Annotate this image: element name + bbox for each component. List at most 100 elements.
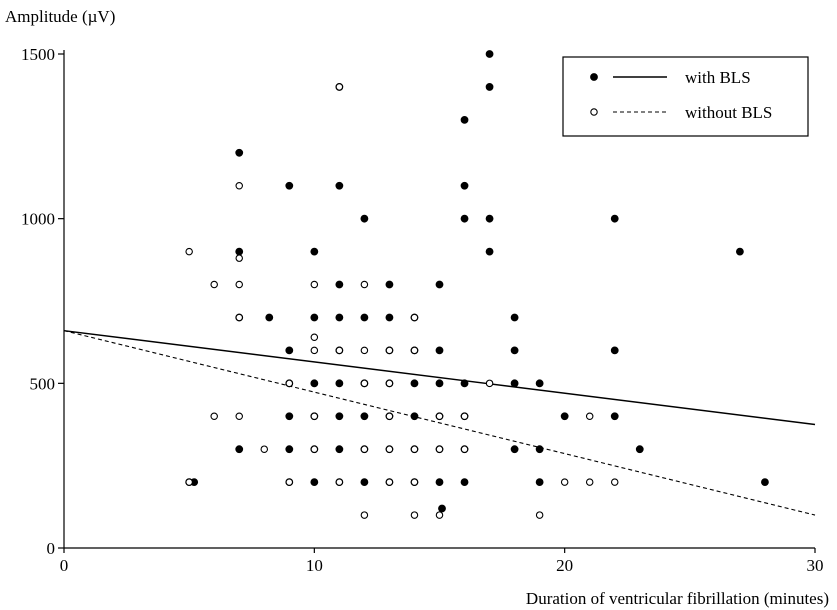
data-point-without-bls bbox=[235, 254, 243, 262]
data-point-without-bls bbox=[585, 478, 594, 486]
data-point-without-bls bbox=[610, 478, 619, 486]
data-point-without-bls bbox=[260, 445, 269, 453]
data-point-with-bls bbox=[360, 478, 369, 487]
x-tick-label: 20 bbox=[556, 556, 573, 575]
data-point-with-bls bbox=[310, 247, 319, 256]
data-point-with-bls bbox=[510, 445, 519, 454]
data-point-without-bls bbox=[285, 379, 294, 388]
regression-lines bbox=[63, 329, 816, 516]
data-point-with-bls bbox=[310, 478, 319, 487]
data-point-without-bls bbox=[435, 445, 444, 453]
data-point-without-bls bbox=[360, 280, 369, 289]
x-axis-label: Duration of ventricular fibrillation (mi… bbox=[526, 589, 829, 608]
data-point-with-bls bbox=[510, 379, 519, 388]
data-point-with-bls bbox=[736, 247, 744, 256]
data-point-without-bls bbox=[235, 412, 243, 421]
data-point-with-bls bbox=[535, 478, 544, 487]
data-point-with-bls bbox=[235, 247, 244, 256]
data-point-without-bls bbox=[310, 346, 319, 355]
data-point-without-bls bbox=[235, 280, 243, 289]
data-point-with-bls bbox=[535, 445, 544, 454]
data-point-with-bls bbox=[460, 115, 469, 124]
y-tick-label: 500 bbox=[30, 374, 56, 393]
data-point-with-bls bbox=[335, 379, 344, 388]
data-point-without-bls bbox=[185, 478, 193, 486]
data-point-without-bls bbox=[360, 379, 369, 388]
data-point-with-bls bbox=[335, 280, 344, 289]
data-point-with-bls bbox=[310, 313, 319, 322]
data-point-without-bls bbox=[310, 412, 319, 421]
data-point-without-bls bbox=[410, 313, 419, 322]
data-point-with-bls bbox=[510, 313, 519, 322]
data-point-with-bls bbox=[335, 445, 344, 454]
y-tick-label: 0 bbox=[47, 539, 56, 558]
data-point-without-bls bbox=[285, 478, 294, 486]
y-axis-label: Amplitude (µV) bbox=[5, 7, 115, 26]
data-point-with-bls bbox=[335, 412, 344, 421]
data-point-with-bls bbox=[410, 412, 419, 421]
data-point-with-bls bbox=[560, 412, 569, 421]
plot-frame bbox=[63, 50, 815, 549]
x-tick-label: 30 bbox=[807, 556, 824, 575]
data-point-without-bls bbox=[485, 379, 494, 388]
data-point-with-bls bbox=[460, 214, 469, 223]
legend-label-with-bls: with BLS bbox=[685, 68, 751, 87]
data-point-without-bls bbox=[335, 83, 344, 91]
x-tick-label: 0 bbox=[60, 556, 69, 575]
data-point-with-bls bbox=[635, 445, 644, 454]
legend-label-without-bls: without BLS bbox=[685, 103, 772, 122]
y-tick-label: 1000 bbox=[21, 210, 55, 229]
data-point-without-bls bbox=[210, 280, 218, 289]
data-point-with-bls bbox=[485, 214, 494, 223]
data-point-with-bls bbox=[435, 379, 444, 388]
data-point-without-bls bbox=[410, 478, 419, 486]
data-point-without-bls bbox=[385, 346, 394, 355]
data-point-with-bls bbox=[265, 313, 274, 322]
data-point-with-bls bbox=[235, 445, 244, 454]
legend-marker-with-bls bbox=[590, 73, 598, 81]
legend-marker-without-bls bbox=[590, 108, 598, 116]
data-point-without-bls bbox=[385, 478, 394, 486]
data-point-with-bls bbox=[438, 504, 446, 513]
data-point-with-bls bbox=[360, 214, 369, 223]
y-axis-ticks: 0 500 1000 1500 bbox=[21, 45, 64, 558]
data-point-with-bls bbox=[335, 313, 344, 322]
data-point-with-bls bbox=[285, 412, 294, 421]
data-point-without-bls bbox=[435, 511, 444, 519]
data-point-with-bls bbox=[360, 412, 369, 421]
data-point-without-bls bbox=[385, 412, 394, 421]
data-point-with-bls bbox=[460, 379, 469, 388]
data-point-with-bls bbox=[410, 379, 419, 388]
regression-line-without-bls bbox=[63, 330, 816, 516]
data-point-with-bls bbox=[310, 379, 319, 388]
data-point-with-bls bbox=[610, 214, 619, 223]
data-point-without-bls bbox=[210, 412, 218, 421]
data-point-without-bls bbox=[235, 181, 243, 190]
data-point-without-bls bbox=[535, 511, 544, 519]
data-point-with-bls bbox=[435, 478, 444, 487]
data-point-with-bls bbox=[385, 313, 394, 322]
data-point-with-bls bbox=[610, 346, 619, 355]
y-tick-label: 1500 bbox=[21, 45, 55, 64]
data-point-without-bls bbox=[410, 511, 419, 519]
data-point-without-bls bbox=[360, 511, 369, 519]
data-point-without-bls bbox=[385, 445, 394, 453]
data-point-with-bls bbox=[510, 346, 519, 355]
data-point-without-bls bbox=[335, 478, 344, 486]
data-point-without-bls bbox=[310, 445, 319, 453]
data-point-with-bls bbox=[485, 83, 494, 91]
data-point-without-bls bbox=[235, 313, 243, 322]
data-point-without-bls bbox=[560, 478, 569, 486]
data-point-without-bls bbox=[585, 412, 594, 421]
data-point-with-bls bbox=[610, 412, 619, 421]
data-point-with-bls bbox=[485, 247, 494, 256]
data-point-without-bls bbox=[335, 346, 344, 355]
data-point-with-bls bbox=[435, 346, 444, 355]
data-point-with-bls bbox=[285, 346, 294, 355]
data-point-without-bls bbox=[385, 379, 394, 388]
data-point-with-bls bbox=[460, 181, 469, 190]
data-point-with-bls bbox=[285, 445, 294, 454]
data-point-with-bls bbox=[385, 280, 394, 289]
data-point-without-bls bbox=[310, 333, 319, 341]
data-point-without-bls bbox=[410, 346, 419, 355]
